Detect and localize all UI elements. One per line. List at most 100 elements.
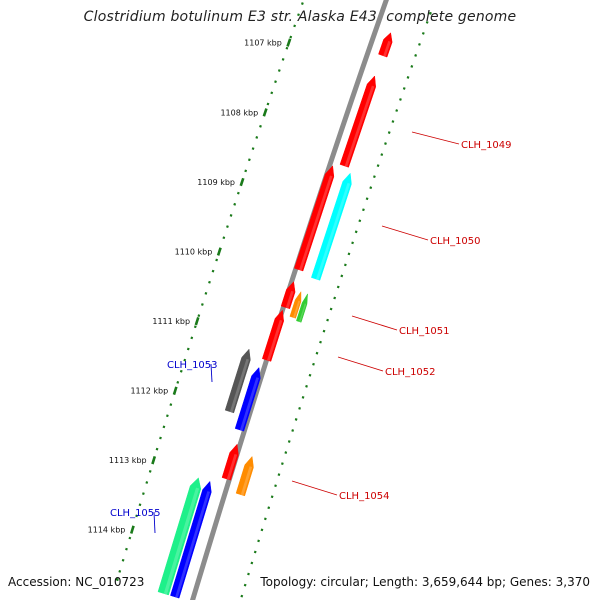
track-dash	[369, 186, 373, 190]
map-title: Clostridium botulinum E3 str. Alaska E43…	[83, 9, 517, 25]
gene-label[interactable]: CLH_1053	[167, 360, 218, 371]
track-dash	[387, 131, 391, 134]
track-dash	[169, 403, 173, 407]
track-dash	[257, 539, 260, 543]
track-dash	[166, 414, 169, 418]
track-dash	[284, 451, 288, 454]
track-dash	[125, 547, 128, 551]
track-dash	[260, 528, 264, 532]
gene-label[interactable]: CLH_1050	[430, 236, 481, 247]
tick-mark	[262, 108, 268, 117]
tick-mark	[216, 247, 222, 256]
track-dash	[274, 484, 277, 488]
gene-label[interactable]: CLH_1054	[339, 491, 390, 502]
label-leader	[210, 363, 213, 383]
track-dash	[270, 495, 274, 499]
gene-arrow[interactable]	[157, 477, 202, 596]
track-dash	[229, 214, 233, 217]
gene-arrow[interactable]	[289, 290, 302, 319]
track-dash	[155, 447, 159, 451]
track-dash	[135, 514, 138, 518]
track-dash	[315, 351, 319, 355]
track-dash	[343, 263, 347, 267]
track-dash	[391, 120, 395, 123]
tick-mark	[172, 386, 178, 395]
track-dash	[410, 65, 414, 68]
track-dash	[263, 517, 267, 521]
genome-summary: Topology: circular; Length: 3,659,644 bp…	[260, 575, 590, 589]
track-dash	[384, 142, 387, 145]
track-dash	[162, 425, 166, 429]
track-dash	[300, 2, 304, 5]
gene-features[interactable]	[157, 32, 393, 599]
gene-arrow[interactable]	[296, 293, 308, 323]
track-dash	[197, 314, 201, 318]
label-leader	[337, 356, 384, 372]
genome-backbone	[189, 0, 389, 600]
track-dash	[208, 280, 211, 284]
track-dash	[354, 230, 358, 234]
track-dash	[179, 369, 183, 373]
track-dash	[250, 561, 254, 565]
track-dash	[322, 329, 326, 333]
track-dash	[118, 570, 122, 573]
track-dash	[293, 24, 297, 28]
tick-label: 1110 kbp	[175, 248, 213, 257]
track-dash	[204, 292, 208, 295]
label-leader	[291, 480, 338, 496]
track-dash	[240, 594, 244, 598]
gene-arrow[interactable]	[339, 75, 376, 168]
track-dash	[226, 225, 229, 228]
gene-arrow[interactable]	[235, 455, 254, 497]
track-dash	[259, 124, 262, 128]
track-dash	[270, 91, 274, 95]
gene-arrow[interactable]	[378, 32, 393, 58]
track-dash	[128, 536, 132, 540]
track-dash	[373, 175, 376, 179]
track-dash	[297, 13, 300, 17]
gene-arrow[interactable]	[280, 281, 296, 310]
tick-label: 1107 kbp	[244, 39, 282, 48]
track-dash	[289, 35, 293, 39]
track-dash	[247, 158, 251, 162]
track-dash	[291, 429, 295, 432]
track-dash	[215, 258, 219, 262]
gene-arrow[interactable]	[224, 348, 251, 414]
gene-label[interactable]: CLH_1051	[399, 326, 450, 337]
gene-label[interactable]: CLH_1049	[461, 140, 512, 151]
gene-arrow[interactable]	[170, 480, 212, 599]
track-dash	[281, 57, 285, 61]
tick-dash-tracks	[115, 2, 432, 598]
label-leader	[381, 225, 429, 241]
track-dash	[301, 395, 305, 399]
track-dash	[425, 20, 429, 24]
track-dash	[255, 136, 259, 139]
tick-mark	[286, 38, 292, 47]
tick-label: 1109 kbp	[197, 178, 235, 187]
gene-label[interactable]: CLH_1052	[385, 367, 436, 378]
track-dash	[148, 469, 152, 473]
gene-arrow[interactable]	[311, 172, 352, 281]
track-dash	[267, 506, 271, 510]
track-dash	[138, 503, 142, 507]
track-dash	[428, 11, 432, 15]
gene-arrow[interactable]	[234, 366, 261, 432]
track-dash	[285, 46, 289, 50]
track-dash	[222, 236, 226, 240]
tick-label: 1114 kbp	[88, 526, 126, 535]
track-dash	[236, 191, 240, 195]
track-dash	[298, 407, 301, 410]
tick-mark	[239, 177, 245, 187]
gene-label[interactable]: CLH_1055	[110, 508, 161, 519]
track-dash	[308, 373, 312, 377]
track-dash	[244, 169, 248, 173]
gene-arrow[interactable]	[221, 443, 239, 481]
tick-label: 1113 kbp	[109, 456, 147, 465]
gene-arrow[interactable]	[261, 309, 284, 362]
kbp-ticks: 1107 kbp 1108 kbp 1109 kbp 1110 kbp 1111 kbp…	[88, 38, 292, 535]
track-dash	[287, 440, 291, 443]
gene-arrow[interactable]	[294, 165, 335, 272]
tick-mark	[129, 525, 135, 534]
gene-labels: CLH_1049 CLH_1050 CLH_1051 CLH_1052 CLH_1053…	[110, 131, 512, 534]
